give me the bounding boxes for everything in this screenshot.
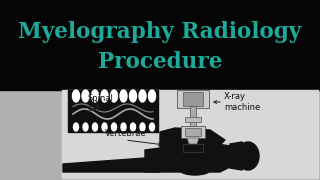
Polygon shape — [63, 158, 160, 172]
Ellipse shape — [148, 90, 156, 102]
Bar — [177, 90, 209, 108]
Ellipse shape — [120, 90, 127, 102]
Polygon shape — [145, 142, 232, 172]
Text: Vertebrae: Vertebrae — [105, 129, 147, 138]
Ellipse shape — [83, 123, 88, 131]
Ellipse shape — [92, 123, 98, 131]
Ellipse shape — [139, 90, 146, 102]
Text: Procedure: Procedure — [98, 51, 222, 73]
Bar — [181, 126, 205, 138]
Ellipse shape — [101, 90, 108, 102]
Ellipse shape — [102, 123, 107, 131]
Polygon shape — [160, 128, 225, 150]
Bar — [183, 144, 203, 152]
Bar — [62, 90, 318, 178]
Ellipse shape — [73, 90, 79, 102]
Text: X-ray
machine: X-ray machine — [224, 92, 260, 112]
Ellipse shape — [92, 90, 99, 102]
Bar — [185, 128, 201, 136]
Polygon shape — [187, 138, 199, 144]
Text: Spinal
canal: Spinal canal — [88, 94, 114, 113]
Ellipse shape — [180, 165, 210, 175]
Ellipse shape — [110, 90, 117, 102]
Bar — [68, 90, 158, 132]
Ellipse shape — [131, 123, 135, 131]
Bar — [190, 106, 196, 128]
Polygon shape — [230, 142, 248, 170]
Ellipse shape — [121, 123, 126, 131]
Text: Myelography Radiology: Myelography Radiology — [18, 21, 302, 43]
Ellipse shape — [74, 123, 78, 131]
Bar — [185, 117, 201, 122]
Ellipse shape — [237, 142, 259, 170]
Ellipse shape — [82, 90, 89, 102]
Ellipse shape — [149, 123, 155, 131]
Ellipse shape — [140, 123, 145, 131]
Ellipse shape — [130, 90, 137, 102]
Bar — [183, 92, 203, 106]
Ellipse shape — [111, 123, 116, 131]
Bar — [0, 0, 320, 90]
